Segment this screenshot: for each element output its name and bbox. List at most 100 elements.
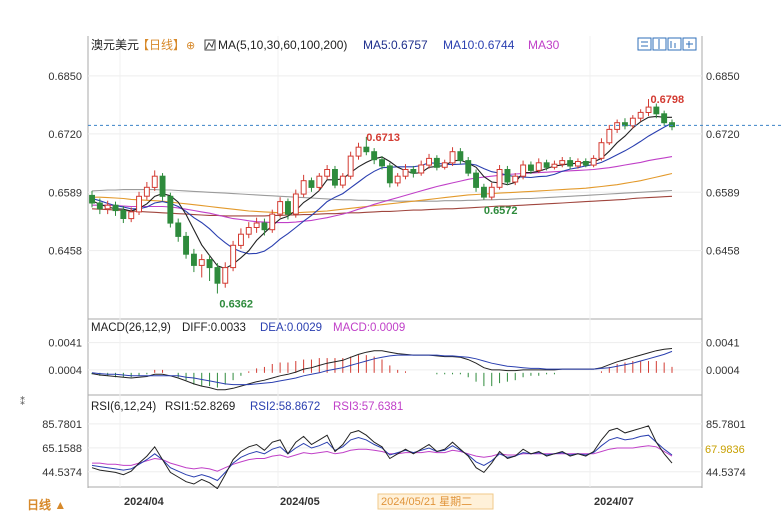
candle-body <box>386 165 393 184</box>
ma100-line <box>91 189 673 202</box>
candle-body <box>191 253 197 266</box>
candle-body <box>230 244 237 269</box>
candle-body <box>645 106 652 113</box>
candle-body <box>661 113 668 124</box>
candle-body <box>332 169 338 186</box>
candle-body <box>96 202 103 210</box>
candle-body <box>520 164 527 177</box>
candle-body <box>222 267 229 284</box>
candle-body <box>457 151 464 162</box>
candle-body <box>277 201 284 215</box>
rsi-settings-icon[interactable]: ⁑ <box>20 395 25 408</box>
macd-pane <box>91 348 673 391</box>
ma10-value: MA10:0.6744 <box>443 38 515 52</box>
settings-icon[interactable]: ⊕ <box>186 40 195 52</box>
high-annotation: 0.6798 <box>651 94 685 106</box>
indicator-icon <box>204 39 216 51</box>
candle-body <box>292 193 299 215</box>
candle-body <box>245 227 252 235</box>
macd-diff-value: DIFF:0.0033 <box>182 322 246 334</box>
rsi2-line <box>91 434 673 482</box>
grid <box>88 36 702 487</box>
cursor-date-box <box>377 493 494 510</box>
candle-body <box>238 233 244 246</box>
candle-body <box>261 222 268 231</box>
candle-body <box>128 211 135 220</box>
layout-icon[interactable] <box>682 37 697 51</box>
candle-body <box>488 186 495 198</box>
candle-body <box>379 159 386 167</box>
y-tick-label-left: 0.6850 <box>48 71 82 83</box>
y-tick-label-left: 0.6720 <box>48 129 82 141</box>
y-tick-label-right: 0.0041 <box>706 338 740 350</box>
candle-body <box>269 213 276 231</box>
rsi-pane <box>91 425 673 490</box>
ma30-value: MA30 <box>528 38 560 52</box>
candle-body <box>159 175 166 197</box>
layout-icon[interactable] <box>652 37 667 51</box>
candle-body <box>308 180 315 188</box>
candle-body <box>339 175 346 186</box>
macd-dea-line <box>91 350 673 386</box>
y-tick-label-right: 0.0004 <box>706 365 740 377</box>
layout-icon[interactable] <box>667 37 682 51</box>
rsi3-tag-bg <box>703 443 758 456</box>
candle-body <box>355 146 362 157</box>
candle-body <box>300 180 307 195</box>
rsi-params-label: RSI(6,12,24) <box>91 401 156 413</box>
y-tick-label-right: 0.6850 <box>706 71 740 83</box>
candle-body <box>253 222 260 228</box>
candle-body <box>496 169 503 188</box>
ma-params-label: MA(5,10,30,60,100,200) <box>218 38 347 52</box>
layout-icon[interactable] <box>637 37 652 51</box>
y-tick-label-left: 85.7801 <box>42 419 82 431</box>
candle-body <box>629 117 636 127</box>
candle-body <box>590 157 597 166</box>
candle-body <box>543 162 550 168</box>
candle-body <box>183 235 190 255</box>
rsi1-value: RSI1:52.8269 <box>165 401 235 413</box>
rsi2-value: RSI2:58.8672 <box>250 401 320 413</box>
candle-body <box>669 122 675 128</box>
ma5-value: MA5:0.6757 <box>363 38 428 52</box>
date-label: 2024/07 <box>594 496 634 508</box>
candle-body <box>324 169 331 177</box>
candle-body <box>363 146 370 153</box>
candle-body <box>433 157 440 168</box>
candle-body <box>567 160 574 167</box>
period-label[interactable]: 【日线】 <box>137 38 185 52</box>
mid-high-annotation: 0.6713 <box>366 132 400 144</box>
candle-body <box>89 194 95 204</box>
macd-dea-value: DEA:0.0029 <box>260 322 322 334</box>
candle-body <box>481 186 487 198</box>
candle-body <box>528 164 534 171</box>
candle-body <box>575 161 581 167</box>
y-tick-label-left: 0.0004 <box>48 365 82 377</box>
candle-body <box>559 160 566 165</box>
date-label: 2024/05 <box>280 496 320 508</box>
period-toggle-button[interactable]: 日线 ▲ <box>27 497 66 512</box>
candle-body <box>637 111 644 119</box>
ma30-line <box>92 156 673 224</box>
y-tick-label-left: 0.6589 <box>48 187 82 199</box>
candle-body <box>535 162 542 171</box>
axis-labels: 0.6850 0.6850 0.6720 0.6720 0.6589 0.6589 0.64… <box>42 71 746 479</box>
candle-body <box>598 142 605 159</box>
macd-value: MACD:0.0009 <box>333 322 405 334</box>
candle-body <box>410 169 417 174</box>
candle-body <box>402 169 409 177</box>
candle-body <box>151 175 158 188</box>
candles <box>89 99 675 294</box>
y-tick-label-right: 85.7801 <box>706 419 746 431</box>
y-tick-label-right: 0.6458 <box>706 246 740 258</box>
candle-body <box>347 155 354 177</box>
candle-body <box>449 151 456 164</box>
candle-body <box>606 128 613 144</box>
mid-low-annotation: 0.6572 <box>484 205 518 217</box>
layout-toolbar[interactable] <box>637 37 697 51</box>
candle-body <box>426 157 433 166</box>
symbol-label: 澳元美元 <box>91 38 139 52</box>
rsi3-value: RSI3:57.6381 <box>333 401 403 413</box>
candle-body <box>175 222 182 237</box>
candle-body <box>214 267 221 284</box>
